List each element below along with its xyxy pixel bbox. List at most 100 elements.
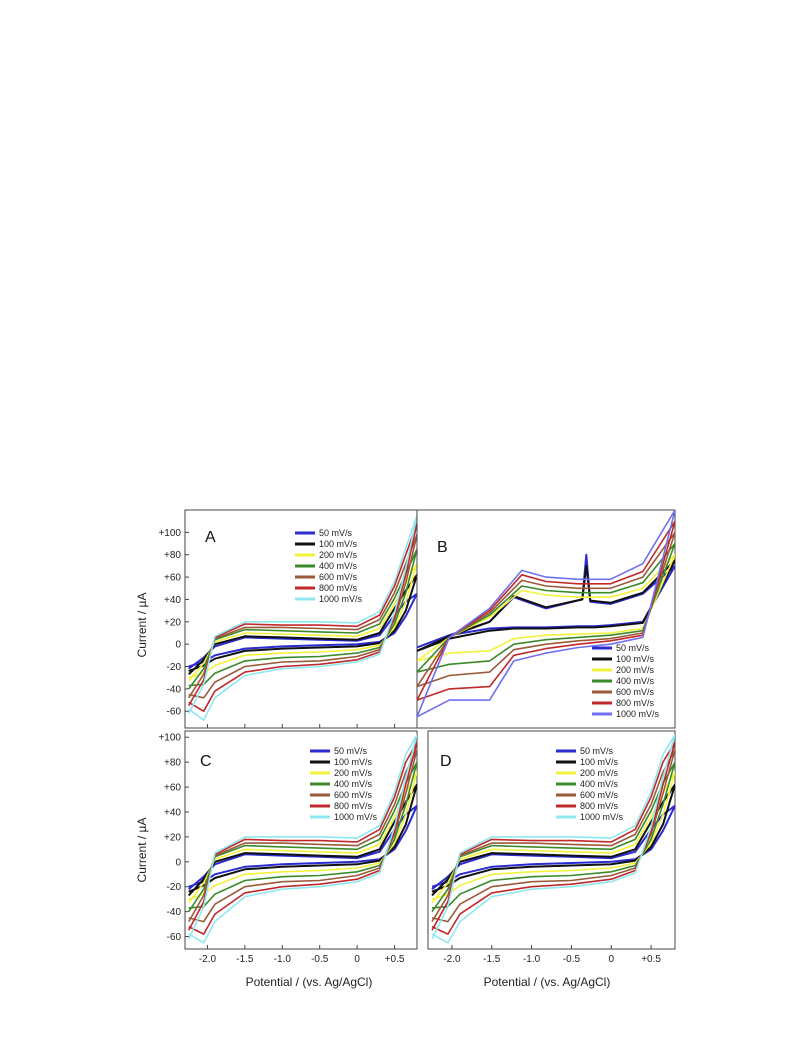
series-line-100mvs [417,559,675,652]
legend-label: 50 mV/s [580,746,614,756]
y-tick-label: +20 [164,832,181,843]
y-tick-label: +100 [158,528,181,539]
legend-label: 100 mV/s [580,757,619,767]
legend-label: 200 mV/s [616,665,655,675]
series-line-1000mvs [187,733,417,944]
series-line-200mvs [188,771,417,904]
panel-b-frame [416,509,676,729]
x-tick-label: +0.5 [385,954,405,965]
panel-letter-d: D [440,753,452,770]
x-tick-label: -2.0 [199,954,217,965]
legend-label: 1000 mV/s [616,709,660,719]
legend-label: 1000 mV/s [334,812,378,822]
y-tick-label: -20 [167,662,182,673]
series-line-800mvs [431,741,675,935]
series-line-400mvs [188,761,417,913]
x-tick-label: 0 [354,954,360,965]
series-line-400mvs [417,542,675,673]
y-tick-label: -40 [167,907,182,918]
series-line-100mvs [431,783,675,897]
panel-curves [187,514,417,722]
x-tick-label: -0.5 [311,954,329,965]
y-tick-label: 0 [175,857,181,868]
series-line-400mvs [188,548,417,690]
y-tick-label: +80 [164,550,181,561]
panel-d-frame [427,730,676,950]
series-line-50mvs [431,804,675,890]
series-line-1000mvs [187,514,417,722]
y-tick-label: +100 [158,733,181,744]
y-tick-label: -60 [167,932,182,943]
legend-label: 400 mV/s [580,779,619,789]
x-tick-label: -1.0 [523,954,541,965]
legend-label: 1000 mV/s [580,812,624,822]
x-axis-label-left: Potential / (vs. Ag/AgCl) [246,975,373,989]
series-line-200mvs [417,553,675,662]
series-line-800mvs [187,741,417,935]
panel-curves [431,733,675,944]
series-line-50mvs [417,553,675,649]
y-tick-label: 0 [175,640,181,651]
y-axis-label-top: Current / µA [135,593,149,658]
legend-label: 1000 mV/s [319,594,363,604]
legend-label: 50 mV/s [616,643,650,653]
series-line-1000mvs [431,733,675,944]
y-tick-label: +40 [164,807,181,818]
series-line-600mvs [431,748,675,923]
series-line-200mvs [431,771,675,904]
x-tick-label: 0 [608,954,614,965]
legend-label: 600 mV/s [580,790,619,800]
x-axis-label-right: Potential / (vs. Ag/AgCl) [484,975,611,989]
legend-label: 100 mV/s [319,539,358,549]
legend-label: 200 mV/s [580,768,619,778]
legend-label: 200 mV/s [334,768,373,778]
panel-letter-b: B [437,539,448,556]
y-tick-label: +60 [164,573,181,584]
legend-label: 100 mV/s [616,654,655,664]
legend-label: 800 mV/s [616,698,655,708]
x-tick-label: -1.5 [483,954,501,965]
y-tick-label: -20 [167,882,182,893]
y-tick-label: -60 [167,707,182,718]
y-tick-label: +40 [164,595,181,606]
y-tick-label: +80 [164,758,181,769]
legend-label: 800 mV/s [334,801,373,811]
panel-letter-a: A [205,529,216,546]
legend-label: 100 mV/s [334,757,373,767]
series-line-600mvs [417,531,675,688]
x-tick-label: -0.5 [563,954,581,965]
series-line-1000mvs [417,510,675,718]
panel-c-frame [184,730,418,950]
series-line-50mvs [188,804,417,890]
y-tick-label: +20 [164,617,181,628]
legend-label: 200 mV/s [319,550,358,560]
series-line-200mvs [188,562,417,682]
panel-curves [187,733,417,944]
y-tick-label: +60 [164,783,181,794]
series-line-600mvs [188,533,417,699]
series-line-100mvs [187,783,417,897]
legend-label: 400 mV/s [334,779,373,789]
legend-label: 50 mV/s [334,746,368,756]
legend-label: 400 mV/s [616,676,655,686]
panel-curves [417,510,675,718]
legend-label: 600 mV/s [616,687,655,697]
x-tick-label: -1.0 [274,954,292,965]
series-line-50mvs [188,592,417,670]
legend-label: 800 mV/s [319,583,358,593]
x-tick-label: -2.0 [443,954,461,965]
y-tick-label: -40 [167,684,182,695]
legend-label: 400 mV/s [319,561,358,571]
x-tick-label: +0.5 [641,954,661,965]
series-line-600mvs [188,748,417,923]
y-axis-label-bottom: Current / µA [135,818,149,883]
